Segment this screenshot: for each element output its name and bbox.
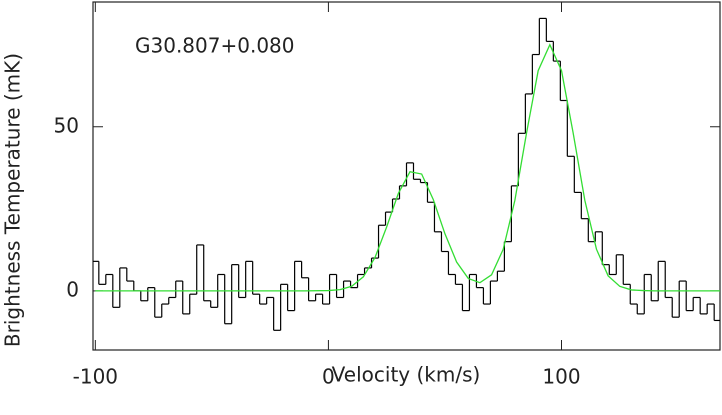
x-tick-label: 100 (542, 365, 580, 389)
annotation: G30.807+0.080 (135, 34, 295, 58)
fit-curve (95, 43, 720, 292)
y-tick-label: 0 (66, 277, 79, 301)
x-axis-label: Velocity (km/s) (332, 363, 481, 387)
plot-frame (92, 1, 721, 351)
x-tick-label: -100 (73, 365, 118, 389)
x-tick-label: 0 (322, 365, 335, 389)
y-axis-label: Brightness Temperature (mK) (1, 53, 25, 347)
y-tick-label: 50 (54, 113, 79, 137)
